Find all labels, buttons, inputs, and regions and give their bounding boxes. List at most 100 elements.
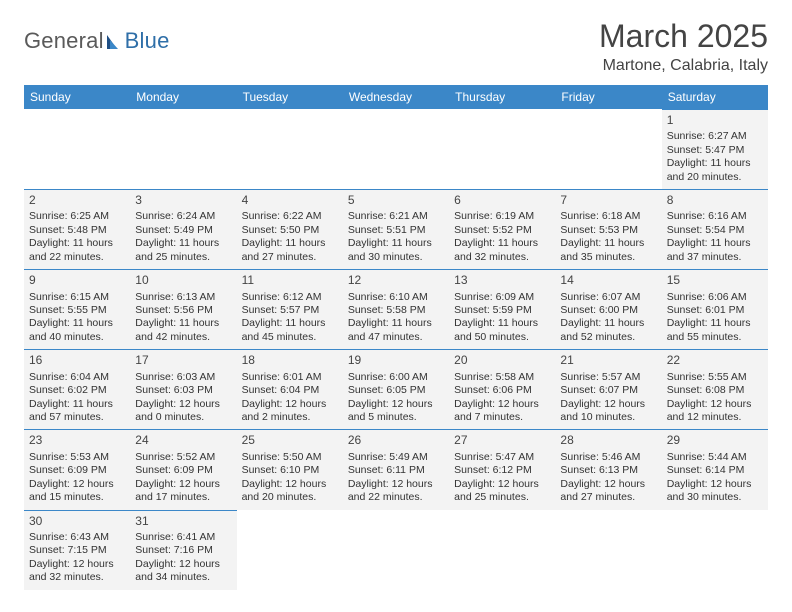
sunrise-line: Sunrise: 6:04 AM bbox=[29, 371, 125, 384]
daylight-line: Daylight: 11 hours and 30 minutes. bbox=[348, 237, 444, 264]
day-number: 6 bbox=[454, 193, 550, 208]
calendar-cell: 8Sunrise: 6:16 AMSunset: 5:54 PMDaylight… bbox=[662, 189, 768, 269]
logo: General Blue bbox=[24, 28, 170, 54]
calendar-cell: 5Sunrise: 6:21 AMSunset: 5:51 PMDaylight… bbox=[343, 189, 449, 269]
day-header: Wednesday bbox=[343, 85, 449, 109]
calendar-cell: 4Sunrise: 6:22 AMSunset: 5:50 PMDaylight… bbox=[237, 189, 343, 269]
daylight-line: Daylight: 12 hours and 34 minutes. bbox=[135, 558, 231, 585]
sunrise-line: Sunrise: 6:21 AM bbox=[348, 210, 444, 223]
day-number: 16 bbox=[29, 353, 125, 368]
sunset-line: Sunset: 5:57 PM bbox=[242, 304, 338, 317]
sunset-line: Sunset: 6:14 PM bbox=[667, 464, 763, 477]
sunset-line: Sunset: 6:09 PM bbox=[135, 464, 231, 477]
sunrise-line: Sunrise: 6:07 AM bbox=[560, 291, 656, 304]
calendar-cell: 27Sunrise: 5:47 AMSunset: 6:12 PMDayligh… bbox=[449, 429, 555, 509]
sunset-line: Sunset: 6:02 PM bbox=[29, 384, 125, 397]
sunrise-line: Sunrise: 6:24 AM bbox=[135, 210, 231, 223]
calendar-cell-blank bbox=[449, 510, 555, 590]
day-number: 11 bbox=[242, 273, 338, 288]
calendar-cell-blank bbox=[343, 109, 449, 189]
calendar-cell: 22Sunrise: 5:55 AMSunset: 6:08 PMDayligh… bbox=[662, 349, 768, 429]
sunrise-line: Sunrise: 6:16 AM bbox=[667, 210, 763, 223]
day-number: 4 bbox=[242, 193, 338, 208]
sunrise-line: Sunrise: 6:06 AM bbox=[667, 291, 763, 304]
sunrise-line: Sunrise: 6:18 AM bbox=[560, 210, 656, 223]
daylight-line: Daylight: 11 hours and 40 minutes. bbox=[29, 317, 125, 344]
calendar-cell: 11Sunrise: 6:12 AMSunset: 5:57 PMDayligh… bbox=[237, 269, 343, 349]
sunrise-line: Sunrise: 6:22 AM bbox=[242, 210, 338, 223]
calendar-cell-blank bbox=[24, 109, 130, 189]
day-number: 28 bbox=[560, 433, 656, 448]
daylight-line: Daylight: 12 hours and 20 minutes. bbox=[242, 478, 338, 505]
sunset-line: Sunset: 6:11 PM bbox=[348, 464, 444, 477]
daylight-line: Daylight: 11 hours and 27 minutes. bbox=[242, 237, 338, 264]
calendar-cell: 15Sunrise: 6:06 AMSunset: 6:01 PMDayligh… bbox=[662, 269, 768, 349]
calendar-cell: 10Sunrise: 6:13 AMSunset: 5:56 PMDayligh… bbox=[130, 269, 236, 349]
calendar-cell-blank bbox=[555, 510, 661, 590]
sunset-line: Sunset: 6:09 PM bbox=[29, 464, 125, 477]
daylight-line: Daylight: 12 hours and 15 minutes. bbox=[29, 478, 125, 505]
calendar-cell-blank bbox=[237, 510, 343, 590]
sunrise-line: Sunrise: 6:27 AM bbox=[667, 130, 763, 143]
day-number: 15 bbox=[667, 273, 763, 288]
sunset-line: Sunset: 6:07 PM bbox=[560, 384, 656, 397]
daylight-line: Daylight: 12 hours and 25 minutes. bbox=[454, 478, 550, 505]
day-number: 19 bbox=[348, 353, 444, 368]
daylight-line: Daylight: 11 hours and 20 minutes. bbox=[667, 157, 763, 184]
calendar-grid: SundayMondayTuesdayWednesdayThursdayFrid… bbox=[24, 85, 768, 590]
day-number: 7 bbox=[560, 193, 656, 208]
day-number: 13 bbox=[454, 273, 550, 288]
calendar-cell: 29Sunrise: 5:44 AMSunset: 6:14 PMDayligh… bbox=[662, 429, 768, 509]
daylight-line: Daylight: 12 hours and 22 minutes. bbox=[348, 478, 444, 505]
sunrise-line: Sunrise: 5:58 AM bbox=[454, 371, 550, 384]
sunrise-line: Sunrise: 5:55 AM bbox=[667, 371, 763, 384]
day-number: 29 bbox=[667, 433, 763, 448]
calendar-cell: 1Sunrise: 6:27 AMSunset: 5:47 PMDaylight… bbox=[662, 109, 768, 189]
calendar-cell: 31Sunrise: 6:41 AMSunset: 7:16 PMDayligh… bbox=[130, 510, 236, 590]
sunrise-line: Sunrise: 6:09 AM bbox=[454, 291, 550, 304]
day-number: 2 bbox=[29, 193, 125, 208]
day-number: 12 bbox=[348, 273, 444, 288]
daylight-line: Daylight: 11 hours and 47 minutes. bbox=[348, 317, 444, 344]
calendar-cell: 12Sunrise: 6:10 AMSunset: 5:58 PMDayligh… bbox=[343, 269, 449, 349]
calendar-cell: 6Sunrise: 6:19 AMSunset: 5:52 PMDaylight… bbox=[449, 189, 555, 269]
title-block: March 2025 Martone, Calabria, Italy bbox=[599, 18, 768, 75]
sunset-line: Sunset: 5:53 PM bbox=[560, 224, 656, 237]
calendar-cell: 17Sunrise: 6:03 AMSunset: 6:03 PMDayligh… bbox=[130, 349, 236, 429]
daylight-line: Daylight: 12 hours and 0 minutes. bbox=[135, 398, 231, 425]
daylight-line: Daylight: 12 hours and 5 minutes. bbox=[348, 398, 444, 425]
daylight-line: Daylight: 11 hours and 32 minutes. bbox=[454, 237, 550, 264]
sunrise-line: Sunrise: 6:43 AM bbox=[29, 531, 125, 544]
day-number: 5 bbox=[348, 193, 444, 208]
daylight-line: Daylight: 12 hours and 32 minutes. bbox=[29, 558, 125, 585]
calendar-cell: 18Sunrise: 6:01 AMSunset: 6:04 PMDayligh… bbox=[237, 349, 343, 429]
calendar-cell-blank bbox=[237, 109, 343, 189]
day-number: 22 bbox=[667, 353, 763, 368]
calendar-cell-blank bbox=[555, 109, 661, 189]
calendar-cell: 2Sunrise: 6:25 AMSunset: 5:48 PMDaylight… bbox=[24, 189, 130, 269]
calendar-cell: 23Sunrise: 5:53 AMSunset: 6:09 PMDayligh… bbox=[24, 429, 130, 509]
day-number: 31 bbox=[135, 514, 231, 529]
sunrise-line: Sunrise: 6:10 AM bbox=[348, 291, 444, 304]
sunrise-line: Sunrise: 5:57 AM bbox=[560, 371, 656, 384]
sunrise-line: Sunrise: 5:52 AM bbox=[135, 451, 231, 464]
day-header: Sunday bbox=[24, 85, 130, 109]
day-number: 17 bbox=[135, 353, 231, 368]
daylight-line: Daylight: 12 hours and 10 minutes. bbox=[560, 398, 656, 425]
location-text: Martone, Calabria, Italy bbox=[599, 57, 768, 75]
day-number: 25 bbox=[242, 433, 338, 448]
day-number: 1 bbox=[667, 113, 763, 128]
day-header: Monday bbox=[130, 85, 236, 109]
day-header: Thursday bbox=[449, 85, 555, 109]
daylight-line: Daylight: 11 hours and 35 minutes. bbox=[560, 237, 656, 264]
daylight-line: Daylight: 11 hours and 52 minutes. bbox=[560, 317, 656, 344]
calendar-cell-blank bbox=[130, 109, 236, 189]
sunset-line: Sunset: 5:54 PM bbox=[667, 224, 763, 237]
sunset-line: Sunset: 6:00 PM bbox=[560, 304, 656, 317]
sunrise-line: Sunrise: 5:47 AM bbox=[454, 451, 550, 464]
sunrise-line: Sunrise: 5:49 AM bbox=[348, 451, 444, 464]
sunset-line: Sunset: 6:12 PM bbox=[454, 464, 550, 477]
daylight-line: Daylight: 11 hours and 50 minutes. bbox=[454, 317, 550, 344]
daylight-line: Daylight: 12 hours and 7 minutes. bbox=[454, 398, 550, 425]
calendar-cell-blank bbox=[343, 510, 449, 590]
